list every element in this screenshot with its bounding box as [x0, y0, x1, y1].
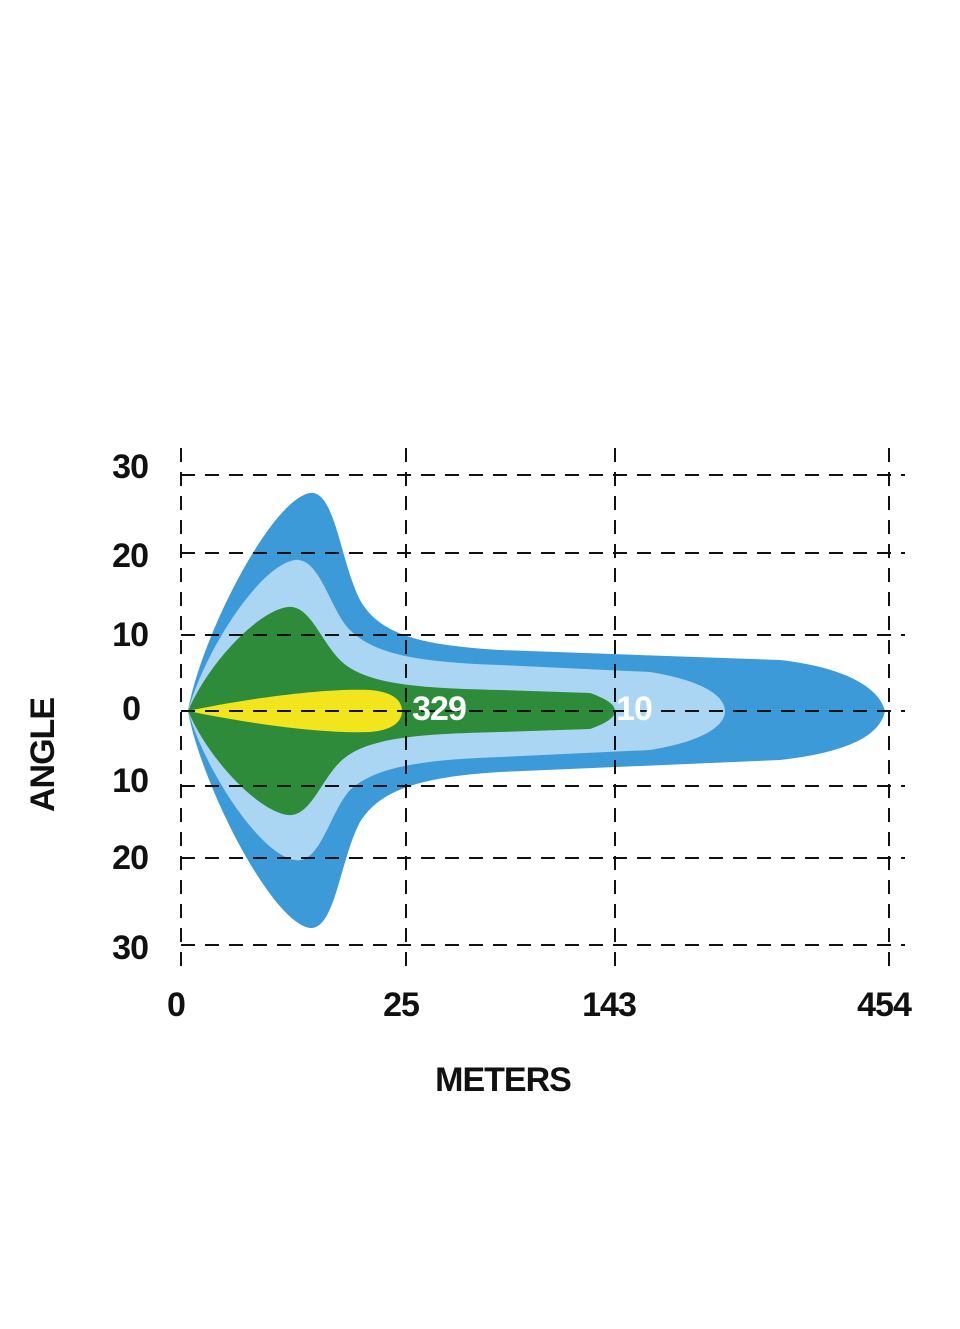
yellow-zone [188, 689, 402, 733]
x-label: 454 [857, 986, 912, 1024]
y-label: 30 [112, 929, 148, 967]
zone-label: 329 [412, 690, 466, 728]
beam-pattern [188, 492, 885, 929]
grid [180, 448, 905, 968]
y-label: 30 [112, 448, 148, 486]
y-label: 20 [112, 839, 148, 877]
x-label: 25 [383, 986, 419, 1024]
x-label: 143 [582, 986, 636, 1024]
y-label: 20 [112, 537, 148, 575]
y-labels: 30 20 10 0 10 20 30 [112, 448, 149, 967]
x-labels: 0 25 143 454 [167, 986, 913, 1024]
zone-label: 10 [616, 690, 652, 728]
y-label: 10 [112, 762, 148, 800]
x-label: 0 [167, 986, 185, 1024]
y-title: ANGLE [24, 698, 62, 812]
x-title: METERS [435, 1061, 571, 1099]
y-label: 0 [122, 690, 140, 728]
y-label: 10 [112, 616, 148, 654]
